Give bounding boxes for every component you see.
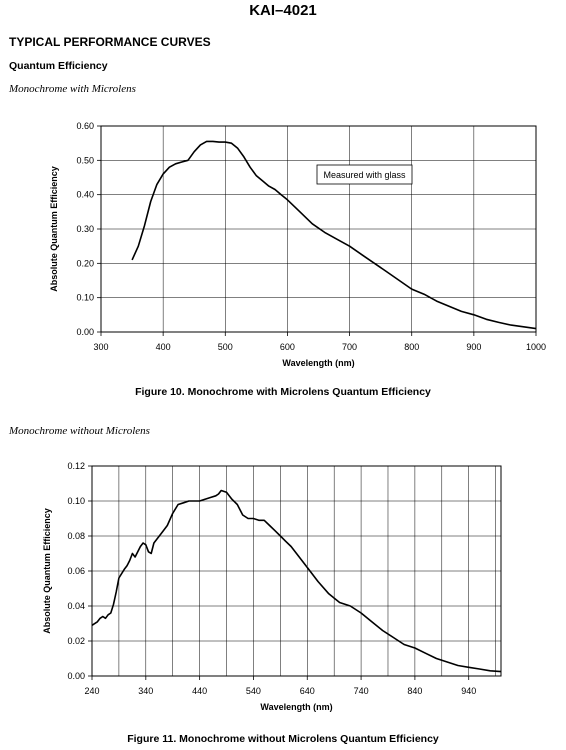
chart-2-y-tick-label: 0.02 [67, 636, 85, 646]
figure-11-caption: Figure 11. Monochrome without Microlens … [127, 733, 439, 745]
chart-2-x-tick-label: 240 [84, 686, 99, 696]
chart-2-x-tick-label: 640 [300, 686, 315, 696]
document-title: KAI–4021 [249, 2, 317, 19]
qe-chart-without-microlens: 240 340 440 540 640 740 840 940 0.00 0.02 0.04 0.06… [42, 461, 502, 712]
chart-2-y-tick-label: 0.04 [67, 601, 85, 611]
chart-2-x-tick-label: 340 [138, 686, 153, 696]
chart-2-y-tick-label: 0.00 [67, 671, 85, 681]
chart-1-x-axis-label: Wavelength (nm) [282, 358, 354, 368]
chart-2-heading: Monochrome without Microlens [9, 425, 150, 437]
chart-2-x-tick-label: 940 [461, 686, 476, 696]
chart-2-x-tick-label: 840 [407, 686, 422, 696]
chart-2-x-axis-label: Wavelength (nm) [260, 702, 332, 712]
chart-1-y-tick-label: 0.50 [76, 155, 94, 165]
qe-chart-with-microlens: 300 400 500 600 700 800 900 1000 0.00 0.10 0.20 0.3… [49, 121, 546, 368]
chart-2-y-tick-label: 0.10 [67, 496, 85, 506]
chart-1-y-tick-label: 0.10 [76, 293, 94, 303]
chart-1-y-axis-label: Absolute Quantum Efficiency [49, 166, 59, 292]
chart-1-x-tick-label: 500 [218, 342, 233, 352]
chart-1-x-tick-label: 300 [93, 342, 108, 352]
chart-2-y-tick-label: 0.06 [67, 566, 85, 576]
chart-2-x-tick-label: 740 [354, 686, 369, 696]
figure-10-caption: Figure 10. Monochrome with Microlens Qua… [135, 386, 431, 398]
chart-2-qe-series-line [91, 489, 502, 673]
chart-2-y-axis-label: Absolute Quantum Efficiency [42, 508, 52, 634]
chart-2-y-tick-label: 0.12 [67, 461, 85, 471]
chart-2-x-tick-label: 440 [192, 686, 207, 696]
chart-1-heading: Monochrome with Microlens [9, 83, 136, 95]
chart-1-x-tick-label: 600 [280, 342, 295, 352]
chart-1-qe-series-line [131, 140, 537, 330]
chart-1-x-tick-label: 400 [156, 342, 171, 352]
chart-1-y-tick-label: 0.00 [76, 327, 94, 337]
chart-1-y-tick-label: 0.30 [76, 224, 94, 234]
chart-1-x-tick-label: 700 [342, 342, 357, 352]
chart-1-x-tick-label: 800 [404, 342, 419, 352]
chart-1-y-tick-label: 0.40 [76, 190, 94, 200]
chart-2-x-tick-label: 540 [246, 686, 261, 696]
chart-1-annotation-box [316, 164, 413, 185]
chart-1-y-tick-label: 0.20 [76, 258, 94, 268]
chart-1-y-tick-label: 0.60 [76, 121, 94, 131]
section-title: TYPICAL PERFORMANCE CURVES [9, 35, 211, 49]
chart-1-x-tick-label: 1000 [526, 342, 546, 352]
chart-1-x-tick-label: 900 [466, 342, 481, 352]
chart-1-annotation-text: Measured with glass [323, 170, 406, 180]
chart-2-y-tick-label: 0.08 [67, 531, 85, 541]
subsection-title: Quantum Efficiency [9, 60, 108, 72]
